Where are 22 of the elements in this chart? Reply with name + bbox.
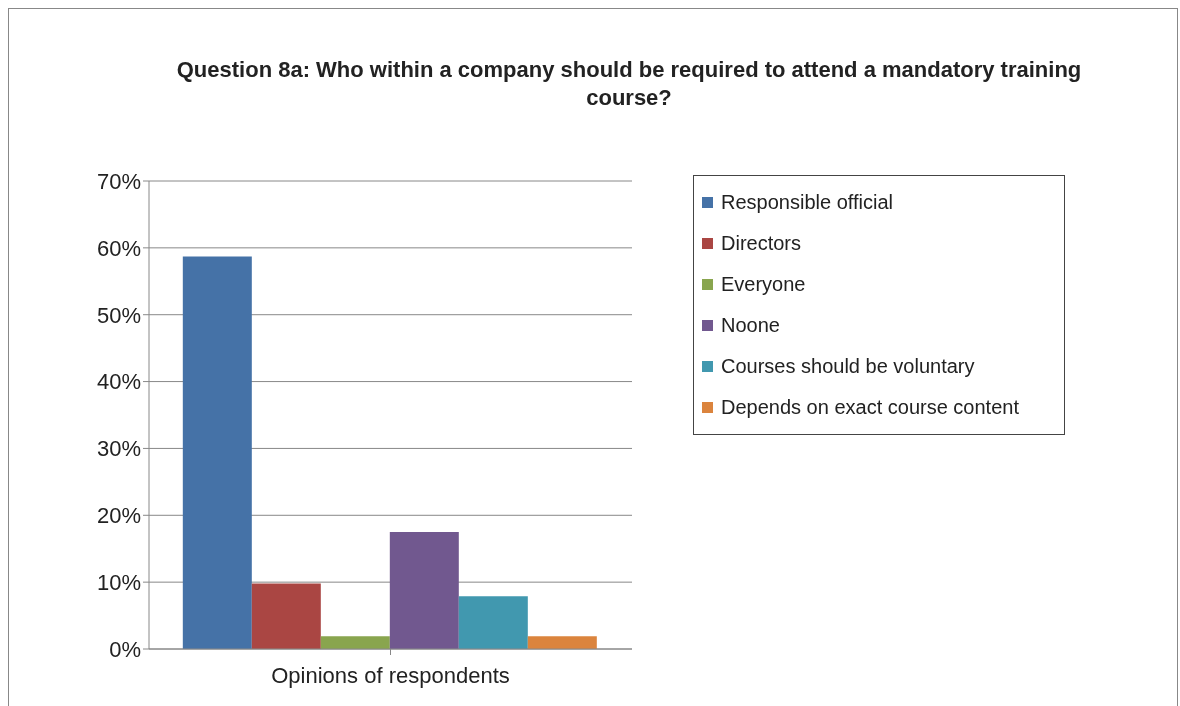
y-tick-label: 20%: [96, 503, 141, 529]
x-tick-label: Opinions of respondents: [271, 662, 510, 688]
bar: [320, 636, 390, 649]
y-tick-label: 30%: [96, 436, 141, 462]
legend-label: Depends on exact course content: [720, 395, 1020, 420]
legend-label: Directors: [720, 231, 802, 256]
y-tick-label: 0%: [109, 636, 141, 662]
legend-label: Noone: [720, 313, 781, 338]
bar: [527, 636, 597, 649]
y-tick-label: 60%: [96, 235, 141, 261]
legend-label: Courses should be voluntary: [720, 354, 976, 379]
bar: [182, 256, 252, 649]
y-tick-label: 70%: [96, 168, 141, 194]
y-tick-label: 50%: [96, 302, 141, 328]
bar: [251, 583, 321, 649]
y-tick-label: 10%: [96, 569, 141, 595]
legend-label: Everyone: [720, 272, 807, 297]
chart-title: Question 8a: Who within a company should be required to attend a mandatory training course?: [175, 56, 1083, 112]
bar: [389, 532, 459, 649]
y-tick-label: 40%: [96, 369, 141, 395]
legend-label: Responsible official: [720, 190, 894, 215]
bar: [458, 596, 528, 649]
